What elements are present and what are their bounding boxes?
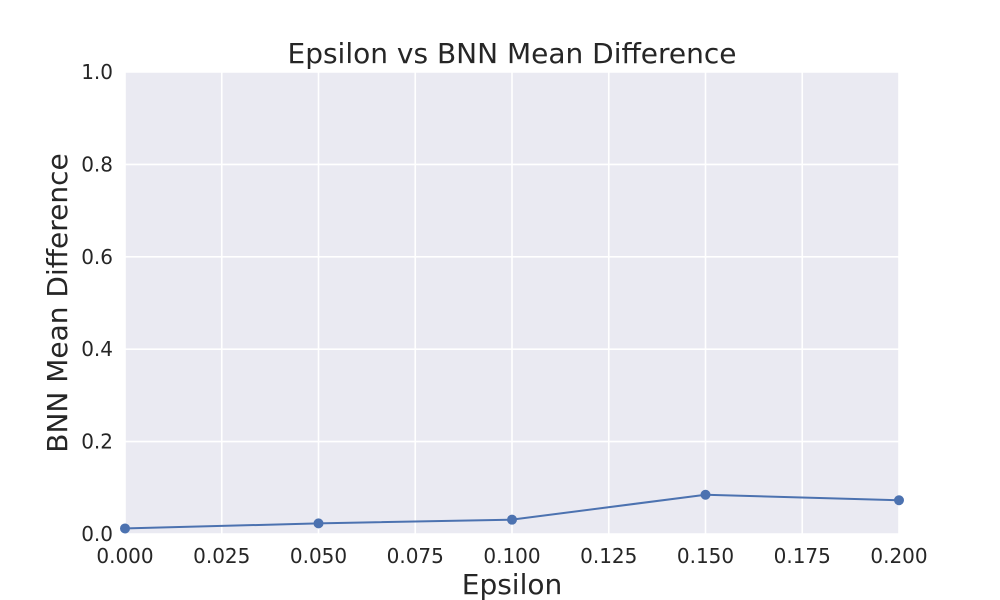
x-tick-label: 0.075 <box>387 544 444 568</box>
y-tick-label: 1.0 <box>81 60 113 84</box>
x-tick-label: 0.100 <box>483 544 540 568</box>
x-tick-label: 0.150 <box>677 544 734 568</box>
y-tick-label: 0.4 <box>81 337 113 361</box>
y-tick-label: 0.2 <box>81 430 113 454</box>
data-point <box>700 489 711 500</box>
x-axis-ticks: 0.000 0.025 0.050 0.075 0.100 0.125 0.150 0.175… <box>96 544 927 568</box>
y-axis-ticks: 0.0 0.2 0.4 0.6 0.8 1.0 <box>81 60 113 546</box>
data-point <box>894 495 904 506</box>
x-tick-label: 0.200 <box>870 544 927 568</box>
x-tick-label: 0.000 <box>96 544 153 568</box>
gridlines <box>124 71 900 535</box>
x-tick-label: 0.175 <box>774 544 831 568</box>
x-tick-label: 0.050 <box>290 544 347 568</box>
y-tick-label: 0.6 <box>81 245 113 269</box>
y-axis-title: BNN Mean Difference <box>41 153 74 453</box>
data-point <box>313 518 324 529</box>
y-tick-label: 0.8 <box>81 152 113 176</box>
chart-title: Epsilon vs BNN Mean Difference <box>288 37 737 70</box>
series-layer <box>120 489 904 534</box>
x-axis-title: Epsilon <box>462 568 563 600</box>
x-tick-label: 0.025 <box>193 544 250 568</box>
y-tick-label: 0.0 <box>81 522 113 546</box>
data-point <box>507 514 517 525</box>
x-tick-label: 0.125 <box>580 544 637 568</box>
data-point <box>120 523 130 534</box>
